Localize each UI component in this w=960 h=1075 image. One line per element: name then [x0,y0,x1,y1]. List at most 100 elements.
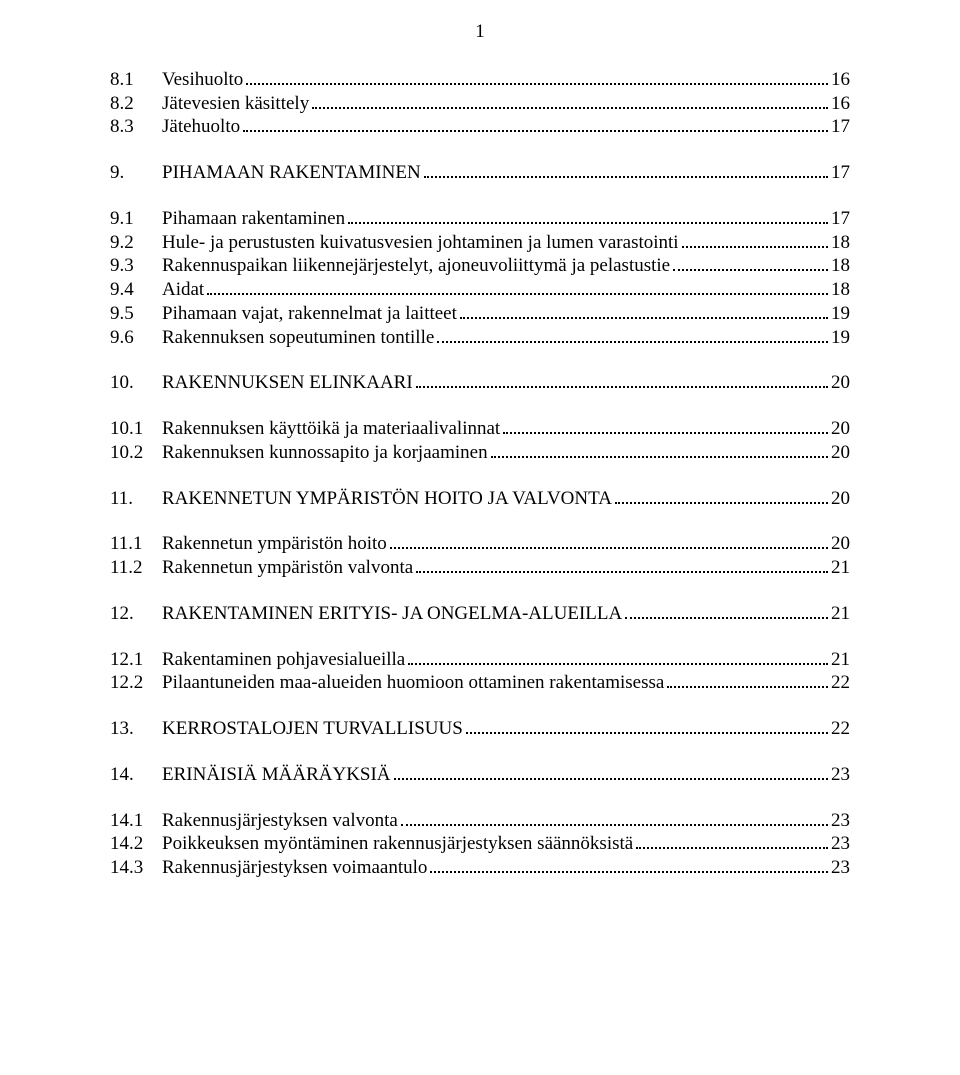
toc-entry-page: 16 [831,68,850,92]
toc-entry: 10.RAKENNUKSEN ELINKAARI20 [110,371,850,395]
toc-dot-leader [394,764,828,779]
toc-entry-page: 18 [831,231,850,255]
toc-dot-leader [243,117,828,132]
toc-entry-number: 9.6 [110,326,162,350]
toc-entry-number: 9.2 [110,231,162,255]
toc-dot-leader [682,232,828,247]
toc-dot-leader [503,419,828,434]
toc-entry-number: 14.3 [110,856,162,880]
toc-group: 8.1Vesihuolto 168.2Jätevesien käsittely16… [110,68,850,139]
toc-entry-page: 20 [831,371,850,395]
toc-entry-title: Pihamaan rakentaminen [162,207,345,231]
toc-entry-title: Rakennetun ympäristön hoito [162,532,387,556]
toc-group: 10.1Rakennuksen käyttöikä ja materiaaliv… [110,417,850,465]
toc-entry-number: 12.1 [110,648,162,672]
toc-entry: 14.1Rakennusjärjestyksen valvonta23 [110,809,850,833]
toc-entry-page: 23 [831,832,850,856]
toc-entry-title: Hule- ja perustusten kuivatusvesien joht… [162,231,679,255]
toc-dot-leader [424,163,828,178]
toc-entry: 12.2Pilaantuneiden maa-alueiden huomioon… [110,671,850,695]
toc-entry-title: Rakennuksen sopeutuminen tontille [162,326,434,350]
toc-dot-leader [615,488,828,503]
toc-entry-title: Pilaantuneiden maa-alueiden huomioon ott… [162,671,664,695]
toc-dot-leader [348,208,828,223]
toc-entry-number: 12. [110,602,162,626]
toc-entry: 12.RAKENTAMINEN ERITYIS- JA ONGELMA-ALUE… [110,602,850,626]
toc-entry: 14.3Rakennusjärjestyksen voimaantulo23 [110,856,850,880]
toc-dot-leader [466,719,828,734]
toc-entry: 9.PIHAMAAN RAKENTAMINEN17 [110,161,850,185]
toc-group: 11.1Rakennetun ympäristön hoito2011.2Rak… [110,532,850,580]
table-of-contents: 8.1Vesihuolto 168.2Jätevesien käsittely16… [110,68,850,880]
toc-entry-page: 20 [831,487,850,511]
toc-entry-page: 21 [831,556,850,580]
toc-entry-number: 9.3 [110,254,162,278]
document-page: 1 8.1Vesihuolto168.2Jätevesien käsittely… [0,0,960,1075]
toc-entry-title: Rakennusjärjestyksen voimaantulo [162,856,427,880]
toc-dot-leader [491,442,828,457]
toc-entry-page: 20 [831,441,850,465]
toc-entry-title: RAKENTAMINEN ERITYIS- JA ONGELMA-ALUEILL… [162,602,622,626]
toc-dot-leader [437,327,828,342]
toc-entry-title: Rakennuspaikan liikennejärjestelyt, ajon… [162,254,670,278]
toc-entry: 10.1Rakennuksen käyttöikä ja materiaaliv… [110,417,850,441]
toc-dot-leader [636,834,828,849]
toc-dot-leader [625,603,828,618]
toc-entry-number: 9.5 [110,302,162,326]
toc-group: 10.RAKENNUKSEN ELINKAARI20 [110,371,850,395]
toc-entry-number: 9.4 [110,278,162,302]
toc-entry-page: 19 [831,302,850,326]
toc-entry: 14.ERINÄISIÄ MÄÄRÄYKSIÄ23 [110,763,850,787]
toc-group: 11.RAKENNETUN YMPÄRISTÖN HOITO JA VALVON… [110,487,850,511]
toc-dot-leader [460,303,828,318]
toc-entry: 11.2Rakennetun ympäristön valvonta21 [110,556,850,580]
toc-dot-leader [416,373,828,388]
toc-entry-page: 23 [831,763,850,787]
toc-group: 12.1Rakentaminen pohjavesialueilla 2112.2… [110,648,850,696]
toc-entry-title: Pihamaan vajat, rakennelmat ja laitteet [162,302,457,326]
toc-entry: 9.3Rakennuspaikan liikennejärjestelyt, a… [110,254,850,278]
toc-entry: 9.6Rakennuksen sopeutuminen tontille 19 [110,326,850,350]
toc-entry-title: PIHAMAAN RAKENTAMINEN [162,161,421,185]
toc-group: 14.1Rakennusjärjestyksen valvonta2314.2P… [110,809,850,880]
toc-entry: 9.2Hule- ja perustusten kuivatusvesien j… [110,231,850,255]
toc-entry-page: 16 [831,92,850,116]
toc-entry-title: KERROSTALOJEN TURVALLISUUS [162,717,463,741]
toc-group: 14.ERINÄISIÄ MÄÄRÄYKSIÄ23 [110,763,850,787]
toc-entry-title: ERINÄISIÄ MÄÄRÄYKSIÄ [162,763,391,787]
toc-entry: 8.3Jätehuolto17 [110,115,850,139]
toc-dot-leader [408,649,828,664]
toc-entry-title: Rakentaminen pohjavesialueilla [162,648,405,672]
toc-entry-title: Vesihuolto [162,68,243,92]
toc-entry-number: 10.1 [110,417,162,441]
toc-entry-page: 22 [831,671,850,695]
toc-entry-number: 8.1 [110,68,162,92]
toc-entry-page: 20 [831,417,850,441]
toc-entry-page: 18 [831,278,850,302]
toc-entry: 9.4Aidat 18 [110,278,850,302]
toc-dot-leader [667,673,828,688]
toc-entry-title: Poikkeuksen myöntäminen rakennusjärjesty… [162,832,633,856]
toc-entry-page: 21 [831,602,850,626]
toc-entry: 8.2Jätevesien käsittely16 [110,92,850,116]
toc-dot-leader [246,69,828,84]
toc-entry-number: 9.1 [110,207,162,231]
toc-group: 13.KERROSTALOJEN TURVALLISUUS22 [110,717,850,741]
toc-dot-leader [312,93,828,108]
toc-entry-number: 11.1 [110,532,162,556]
toc-entry-number: 9. [110,161,162,185]
toc-entry: 13.KERROSTALOJEN TURVALLISUUS22 [110,717,850,741]
toc-entry-number: 14.1 [110,809,162,833]
toc-entry-page: 21 [831,648,850,672]
toc-entry-number: 13. [110,717,162,741]
toc-entry: 8.1Vesihuolto 16 [110,68,850,92]
toc-entry-title: Aidat [162,278,204,302]
toc-entry: 9.5Pihamaan vajat, rakennelmat ja laitte… [110,302,850,326]
toc-entry-page: 19 [831,326,850,350]
toc-entry-title: Rakennusjärjestyksen valvonta [162,809,398,833]
toc-entry-number: 10. [110,371,162,395]
toc-entry-title: Jätehuolto [162,115,240,139]
toc-group: 9.1Pihamaan rakentaminen179.2Hule- ja pe… [110,207,850,350]
toc-entry-page: 18 [831,254,850,278]
toc-dot-leader [430,858,828,873]
